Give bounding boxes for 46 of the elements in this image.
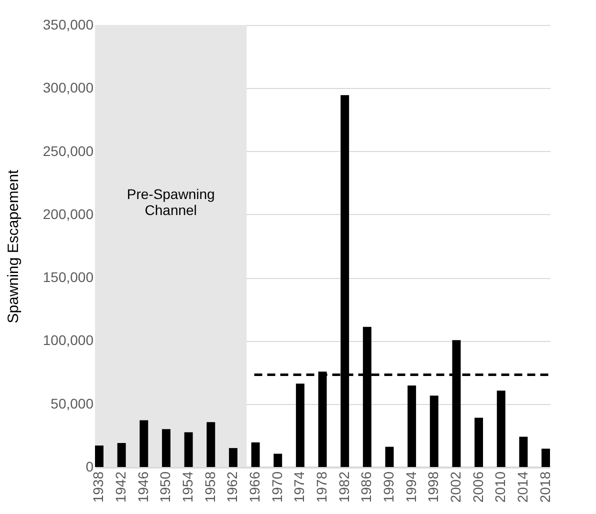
y-tick-label: 150,000: [42, 269, 94, 286]
x-tick-label: 1986: [358, 471, 374, 503]
y-axis-title: Spawning Escapement: [4, 168, 22, 324]
x-tick-label: 1978: [314, 471, 330, 503]
x-tick-label: 2002: [447, 471, 464, 503]
bar: [117, 443, 126, 467]
x-tick-label: 1946: [134, 471, 151, 503]
y-tick-label: 200,000: [42, 206, 94, 222]
x-tick-label: 1950: [157, 471, 174, 503]
x-tick-label: 1966: [246, 471, 263, 503]
x-tick-label: 1962: [224, 471, 240, 503]
x-tick-label: 1954: [180, 471, 196, 503]
x-tick-label: 1998: [425, 471, 442, 503]
x-tick-label: 2014: [514, 471, 530, 503]
x-tick-label: 1990: [380, 471, 396, 503]
x-tick-label: 1974: [291, 471, 308, 503]
y-tick-label: 300,000: [42, 80, 94, 96]
x-tick-label: 1942: [112, 471, 129, 503]
bar: [542, 448, 550, 467]
bar: [474, 418, 484, 467]
x-tick-label: 2010: [492, 471, 508, 503]
bar: [385, 446, 394, 467]
y-tick-label: 100,000: [42, 332, 94, 348]
x-tick-label: 2018: [536, 471, 553, 503]
bar: [296, 384, 304, 467]
bar: [274, 454, 282, 467]
bar: [408, 386, 416, 467]
bar: [519, 436, 528, 467]
bar: [496, 390, 506, 467]
y-tick-label: 50,000: [50, 395, 94, 412]
bar: [162, 429, 170, 467]
bar: [430, 396, 438, 467]
band-label: Pre-Spawning Channel: [126, 186, 215, 218]
bar: [184, 432, 193, 467]
x-tick-label: 2006: [470, 471, 486, 503]
bar: [251, 442, 260, 467]
x-tick-label: 1970: [268, 471, 285, 503]
bar: [206, 422, 216, 467]
y-tick-label: 250,000: [42, 142, 94, 159]
x-tick-label: 1958: [202, 471, 218, 503]
x-tick-label: 1994: [402, 471, 419, 503]
x-tick-label: 1982: [336, 471, 352, 503]
bar: [95, 446, 104, 467]
y-tick-label: 350,000: [42, 16, 94, 32]
bar: [228, 448, 238, 467]
bar: [140, 420, 148, 467]
